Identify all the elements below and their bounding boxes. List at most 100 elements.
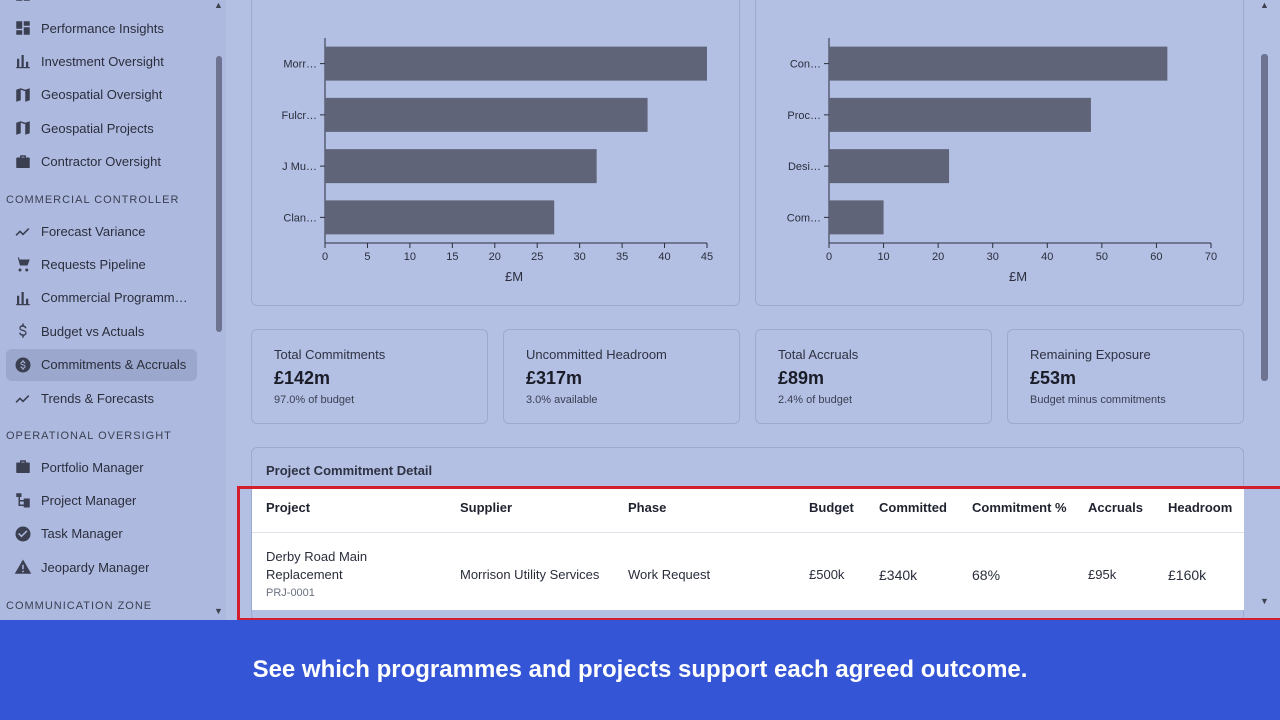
sidebar-scroll-thumb[interactable] bbox=[216, 56, 222, 332]
kpi-subtitle: 2.4% of budget bbox=[778, 394, 853, 406]
column-header-supplier[interactable]: Supplier bbox=[460, 500, 513, 515]
headroom-cell: £160k bbox=[1168, 567, 1207, 583]
sidebar-item-portfolio-manager[interactable]: Portfolio Manager bbox=[6, 451, 197, 483]
phase-chart-card: Con… Proc… Desi… Com… 0 10 20 30 40 50 60 70 £M bbox=[755, 0, 1244, 306]
main-scroll-thumb[interactable] bbox=[1261, 54, 1268, 381]
sidebar-item-label: Contractor Oversight bbox=[41, 154, 161, 170]
sidebar-scrollbar[interactable]: ▲ ▼ bbox=[212, 0, 226, 620]
sidebar-item-investment-oversight[interactable]: Investment Oversight bbox=[6, 45, 197, 77]
kpi-subtitle: 3.0% available bbox=[526, 394, 598, 406]
dollar-icon bbox=[12, 320, 34, 342]
y-tick-label: Morr… bbox=[283, 59, 317, 71]
sidebar-item-forecast-variance[interactable]: Forecast Variance bbox=[6, 215, 197, 247]
chart-bar[interactable] bbox=[829, 200, 884, 235]
x-tick-label: 15 bbox=[446, 251, 458, 263]
column-header-accruals[interactable]: Accruals bbox=[1088, 500, 1143, 515]
sidebar-item-label: Task Manager bbox=[41, 526, 123, 542]
x-tick-label: 70 bbox=[1205, 251, 1217, 263]
kpi-title: Total Commitments bbox=[274, 347, 386, 362]
sidebar-section-heading: COMMERCIAL CONTROLLER bbox=[6, 194, 180, 206]
phase-cell: Work Request bbox=[628, 567, 711, 582]
sidebar-item-commitments-accruals[interactable]: Commitments & Accruals bbox=[6, 348, 197, 381]
sidebar-item-label: Geospatial Projects bbox=[41, 120, 154, 136]
sidebar-item-geospatial-oversight[interactable]: Geospatial Oversight bbox=[6, 79, 197, 111]
sidebar-section-heading: OPERATIONAL OVERSIGHT bbox=[6, 430, 172, 442]
sidebar-item-label: Project Manager bbox=[41, 492, 137, 508]
x-tick-label: 20 bbox=[932, 251, 944, 263]
supplier-cell: Morrison Utility Services bbox=[460, 567, 600, 582]
x-tick-label: 45 bbox=[701, 251, 713, 263]
briefcase-icon bbox=[12, 456, 34, 478]
y-tick-label: Fulcr… bbox=[282, 110, 317, 122]
x-tick-label: 10 bbox=[404, 251, 416, 263]
bar-chart-icon bbox=[12, 50, 34, 72]
column-header-commitment-pct[interactable]: Commitment % bbox=[972, 500, 1067, 515]
column-header-budget[interactable]: Budget bbox=[809, 500, 854, 515]
dashboard-icon bbox=[12, 17, 34, 39]
cart-icon bbox=[12, 253, 34, 275]
sidebar-item-label: Trends & Forecasts bbox=[41, 390, 154, 406]
sidebar-item-jeopardy-manager[interactable]: Jeopardy Manager bbox=[6, 551, 197, 583]
chart-bar[interactable] bbox=[829, 149, 950, 184]
main-scroll-up-icon[interactable]: ▲ bbox=[1260, 0, 1269, 10]
column-header-committed[interactable]: Committed bbox=[879, 500, 947, 515]
trending-icon bbox=[12, 220, 34, 242]
sidebar-item-contractor-oversight[interactable]: Contractor Oversight bbox=[6, 146, 197, 178]
chart-bar[interactable] bbox=[325, 97, 648, 132]
chart-bar[interactable] bbox=[325, 149, 597, 184]
x-tick-label: 30 bbox=[574, 251, 586, 263]
chart-bar[interactable] bbox=[829, 46, 1168, 81]
supplier-chart-card: Morr… Fulcr… J Mu… Clan… 0 5 10 15 20 25 30 35 40 45 £… bbox=[251, 0, 740, 306]
scroll-up-arrow-icon[interactable]: ▲ bbox=[214, 0, 223, 10]
committed-cell: £340k bbox=[879, 567, 918, 583]
y-tick-label: Clan… bbox=[283, 212, 317, 224]
sidebar-item-budget-vs-actuals[interactable]: Budget vs Actuals bbox=[6, 315, 197, 347]
y-tick-label: J Mu… bbox=[282, 161, 317, 173]
sidebar-item-performance-insights[interactable]: Performance Insights bbox=[6, 12, 197, 44]
scroll-down-arrow-icon[interactable]: ▼ bbox=[214, 606, 223, 616]
kpi-subtitle: 97.0% of budget bbox=[274, 394, 355, 406]
kpi-value: £142m bbox=[274, 368, 331, 388]
caption-text: See which programmes and projects suppor… bbox=[252, 656, 1028, 683]
main-scroll-down-icon[interactable]: ▼ bbox=[1260, 596, 1269, 606]
sidebar-item-label: Requests Pipeline bbox=[41, 256, 146, 272]
briefcase-icon bbox=[12, 151, 34, 173]
x-axis-label: £M bbox=[505, 269, 523, 284]
sidebar-item-label: Performance Insights bbox=[41, 20, 164, 36]
kpi-title: Uncommitted Headroom bbox=[526, 347, 667, 362]
sidebar-item-geospatial-projects[interactable]: Geospatial Projects bbox=[6, 112, 197, 144]
x-tick-label: 0 bbox=[826, 251, 832, 263]
x-tick-label: 35 bbox=[616, 251, 628, 263]
column-header-phase[interactable]: Phase bbox=[628, 500, 667, 515]
commitments-by-supplier-chart: Morr… Fulcr… J Mu… Clan… 0 5 10 15 20 25 30 35 40 45 £… bbox=[282, 38, 713, 284]
warning-icon bbox=[12, 556, 34, 578]
column-header-project[interactable]: Project bbox=[266, 500, 311, 515]
sidebar-item-label: Commitments & Accruals bbox=[41, 357, 187, 373]
kpi-value: £317m bbox=[526, 368, 583, 388]
chart-bar[interactable] bbox=[829, 97, 1091, 132]
main-scrollbar[interactable]: ▲ ▼ bbox=[1258, 0, 1272, 610]
x-tick-label: 5 bbox=[364, 251, 370, 263]
sidebar-item-project-manager[interactable]: Project Manager bbox=[6, 484, 197, 516]
kpi-value: £53m bbox=[1030, 368, 1077, 388]
kpi-title: Remaining Exposure bbox=[1030, 347, 1151, 362]
sidebar-section-heading: COMMUNICATION ZONE bbox=[6, 600, 153, 612]
kpi-remaining-exposure: Remaining Exposure £53m Budget minus com… bbox=[1007, 329, 1244, 424]
column-header-headroom[interactable]: Headroom bbox=[1168, 500, 1233, 515]
sidebar-item-partial[interactable] bbox=[6, 0, 197, 10]
x-tick-label: 0 bbox=[322, 251, 328, 263]
commitment-table: Project Supplier Phase Budget Committed … bbox=[252, 488, 1244, 610]
sidebar-item-commercial-programme[interactable]: Commercial Programme… bbox=[6, 282, 197, 314]
x-tick-label: 50 bbox=[1096, 251, 1108, 263]
chart-bar[interactable] bbox=[325, 200, 555, 235]
x-axis-label: £M bbox=[1009, 269, 1027, 284]
kpi-value: £89m bbox=[778, 368, 825, 388]
sidebar-item-task-manager[interactable]: Task Manager bbox=[6, 518, 197, 550]
x-tick-label: 40 bbox=[1041, 251, 1053, 263]
chart-bar[interactable] bbox=[325, 46, 707, 81]
sidebar-item-requests-pipeline[interactable]: Requests Pipeline bbox=[6, 248, 197, 280]
sidebar-item-trends-forecasts[interactable]: Trends & Forecasts bbox=[6, 382, 197, 414]
x-tick-label: 30 bbox=[987, 251, 999, 263]
budget-cell: £500k bbox=[809, 567, 845, 582]
sidebar-item-label: Jeopardy Manager bbox=[41, 559, 150, 575]
